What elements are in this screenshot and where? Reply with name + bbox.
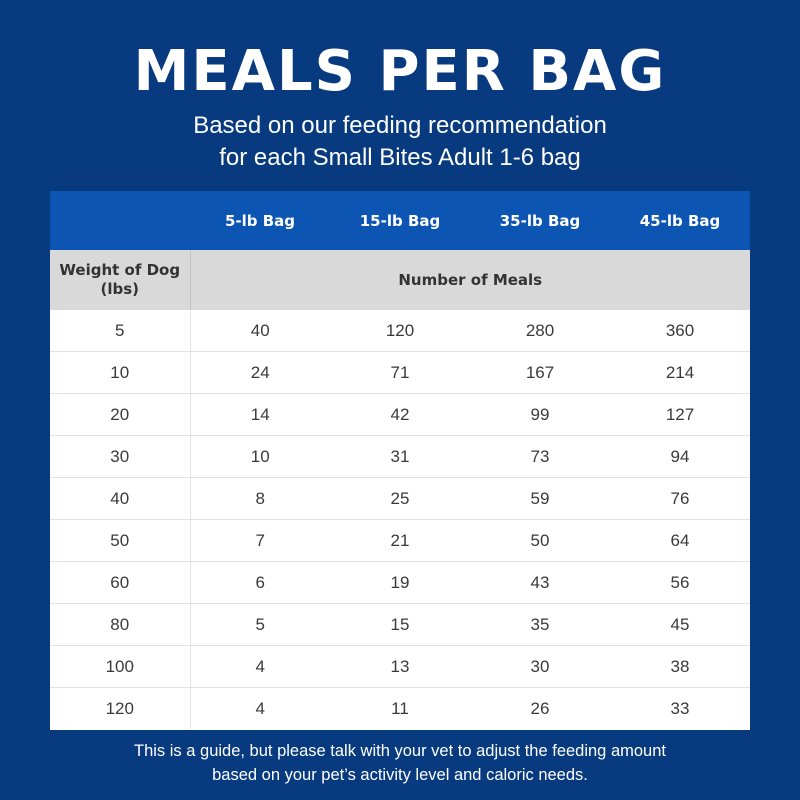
meals-45lb-cell: 214 [610, 351, 750, 394]
header-cell-45lb: 45-lb Bag [610, 191, 750, 250]
header-cell-35lb: 35-lb Bag [470, 191, 610, 250]
meals-45lb-cell: 64 [610, 519, 750, 562]
meals-15lb-cell: 11 [330, 687, 470, 729]
meals-35lb-cell: 26 [470, 687, 610, 729]
meals-15lb-cell: 31 [330, 435, 470, 478]
subtitle-line-1: Based on our feeding recommendation [193, 112, 607, 139]
meals-15lb-cell: 21 [330, 519, 470, 562]
meals-5lb-cell: 24 [190, 351, 330, 394]
meals-45lb-cell: 127 [610, 393, 750, 436]
meals-15lb-cell: 71 [330, 351, 470, 394]
meals-5lb-cell: 5 [190, 603, 330, 646]
weight-cell: 20 [50, 393, 191, 436]
meals-35lb-cell: 43 [470, 561, 610, 604]
table-row: 30 10 31 73 94 [50, 435, 750, 478]
meals-35lb-cell: 280 [525, 320, 555, 340]
meals-45lb-cell: 45 [610, 603, 750, 646]
meals-table: 5-lb Bag 15-lb Bag 35-lb Bag 45-lb Bag W… [50, 191, 750, 730]
table-row: 20 14 42 99 127 [50, 393, 750, 436]
table-row: 120 4 11 26 33 [50, 687, 750, 729]
weight-header-line-1: Weight of Dog [59, 261, 181, 279]
table-row: 80 5 15 35 45 [50, 603, 750, 646]
meals-5lb-cell: 10 [190, 435, 330, 478]
meals-5lb-cell: 6 [190, 561, 330, 604]
meals-15lb-cell: 42 [330, 393, 470, 436]
weight-cell: 30 [50, 435, 191, 478]
subheader-row: Weight of Dog (lbs) Number of Meals [50, 250, 750, 310]
table-row: 50 7 21 50 64 [50, 519, 750, 562]
meals-35lb-cell: 35 [470, 603, 610, 646]
meals-15lb-cell: 120 [385, 320, 415, 340]
table-row: 40 8 25 59 76 [50, 477, 750, 520]
header-cell-empty [50, 191, 190, 250]
footer-note-line-2: based on your pet’s activity level and c… [212, 766, 588, 784]
meals-45lb-cell: 33 [610, 687, 750, 729]
table-row: 10 24 71 167 214 [50, 351, 750, 394]
meals-45lb-cell: 76 [610, 477, 750, 520]
meals-45lb-cell: 56 [610, 561, 750, 604]
meals-15lb-cell: 19 [330, 561, 470, 604]
weight-cell: 5 [50, 310, 191, 352]
meals-5lb-cell: 4 [190, 687, 330, 729]
meals-45lb-cell: 94 [610, 435, 750, 478]
weight-cell: 60 [50, 561, 191, 604]
meals-35lb-cell: 99 [470, 393, 610, 436]
weight-header-line-2: (lbs) [100, 280, 140, 298]
header-cell-15lb: 15-lb Bag [330, 191, 470, 250]
weight-cell: 50 [50, 519, 191, 562]
meals-5lb-cell: 14 [190, 393, 330, 436]
weight-cell: 120 [50, 687, 191, 729]
meals-15lb-cell: 15 [330, 603, 470, 646]
footer-note-line-1: This is a guide, but please talk with yo… [134, 742, 666, 760]
weight-cell: 80 [50, 603, 191, 646]
table-row: 5 40 120 280 360 [50, 310, 750, 352]
table-row: 100 4 13 30 38 [50, 645, 750, 688]
meals-45lb-cell: 360 [665, 320, 695, 340]
bag-size-header-row: 5-lb Bag 15-lb Bag 35-lb Bag 45-lb Bag [50, 191, 750, 250]
weight-cell: 10 [50, 351, 191, 394]
subtitle-line-2: for each Small Bites Adult 1-6 bag [219, 144, 581, 171]
meals-35lb-cell: 50 [470, 519, 610, 562]
meals-5lb-cell: 7 [190, 519, 330, 562]
weight-of-dog-header: Weight of Dog (lbs) [50, 250, 191, 310]
number-of-meals-header: Number of Meals [190, 250, 750, 310]
meals-15lb-cell: 25 [330, 477, 470, 520]
weight-cell: 100 [50, 645, 191, 688]
meals-5lb-cell: 40 [250, 320, 270, 340]
meals-45lb-cell: 38 [610, 645, 750, 688]
meals-35lb-cell: 167 [470, 351, 610, 394]
meals-35lb-cell: 30 [470, 645, 610, 688]
meals-35lb-cell: 73 [470, 435, 610, 478]
table-row: 60 6 19 43 56 [50, 561, 750, 604]
weight-cell: 40 [50, 477, 191, 520]
table-body: 5 40 120 280 360 10 24 71 167 214 20 14 42 99 127 30 10 3… [50, 310, 750, 729]
page-title: MEALS PER BAG [133, 39, 667, 104]
header-cell-5lb: 5-lb Bag [190, 191, 330, 250]
meals-5lb-cell: 4 [190, 645, 330, 688]
meals-15lb-cell: 13 [330, 645, 470, 688]
meals-5lb-cell: 8 [190, 477, 330, 520]
meals-35lb-cell: 59 [470, 477, 610, 520]
